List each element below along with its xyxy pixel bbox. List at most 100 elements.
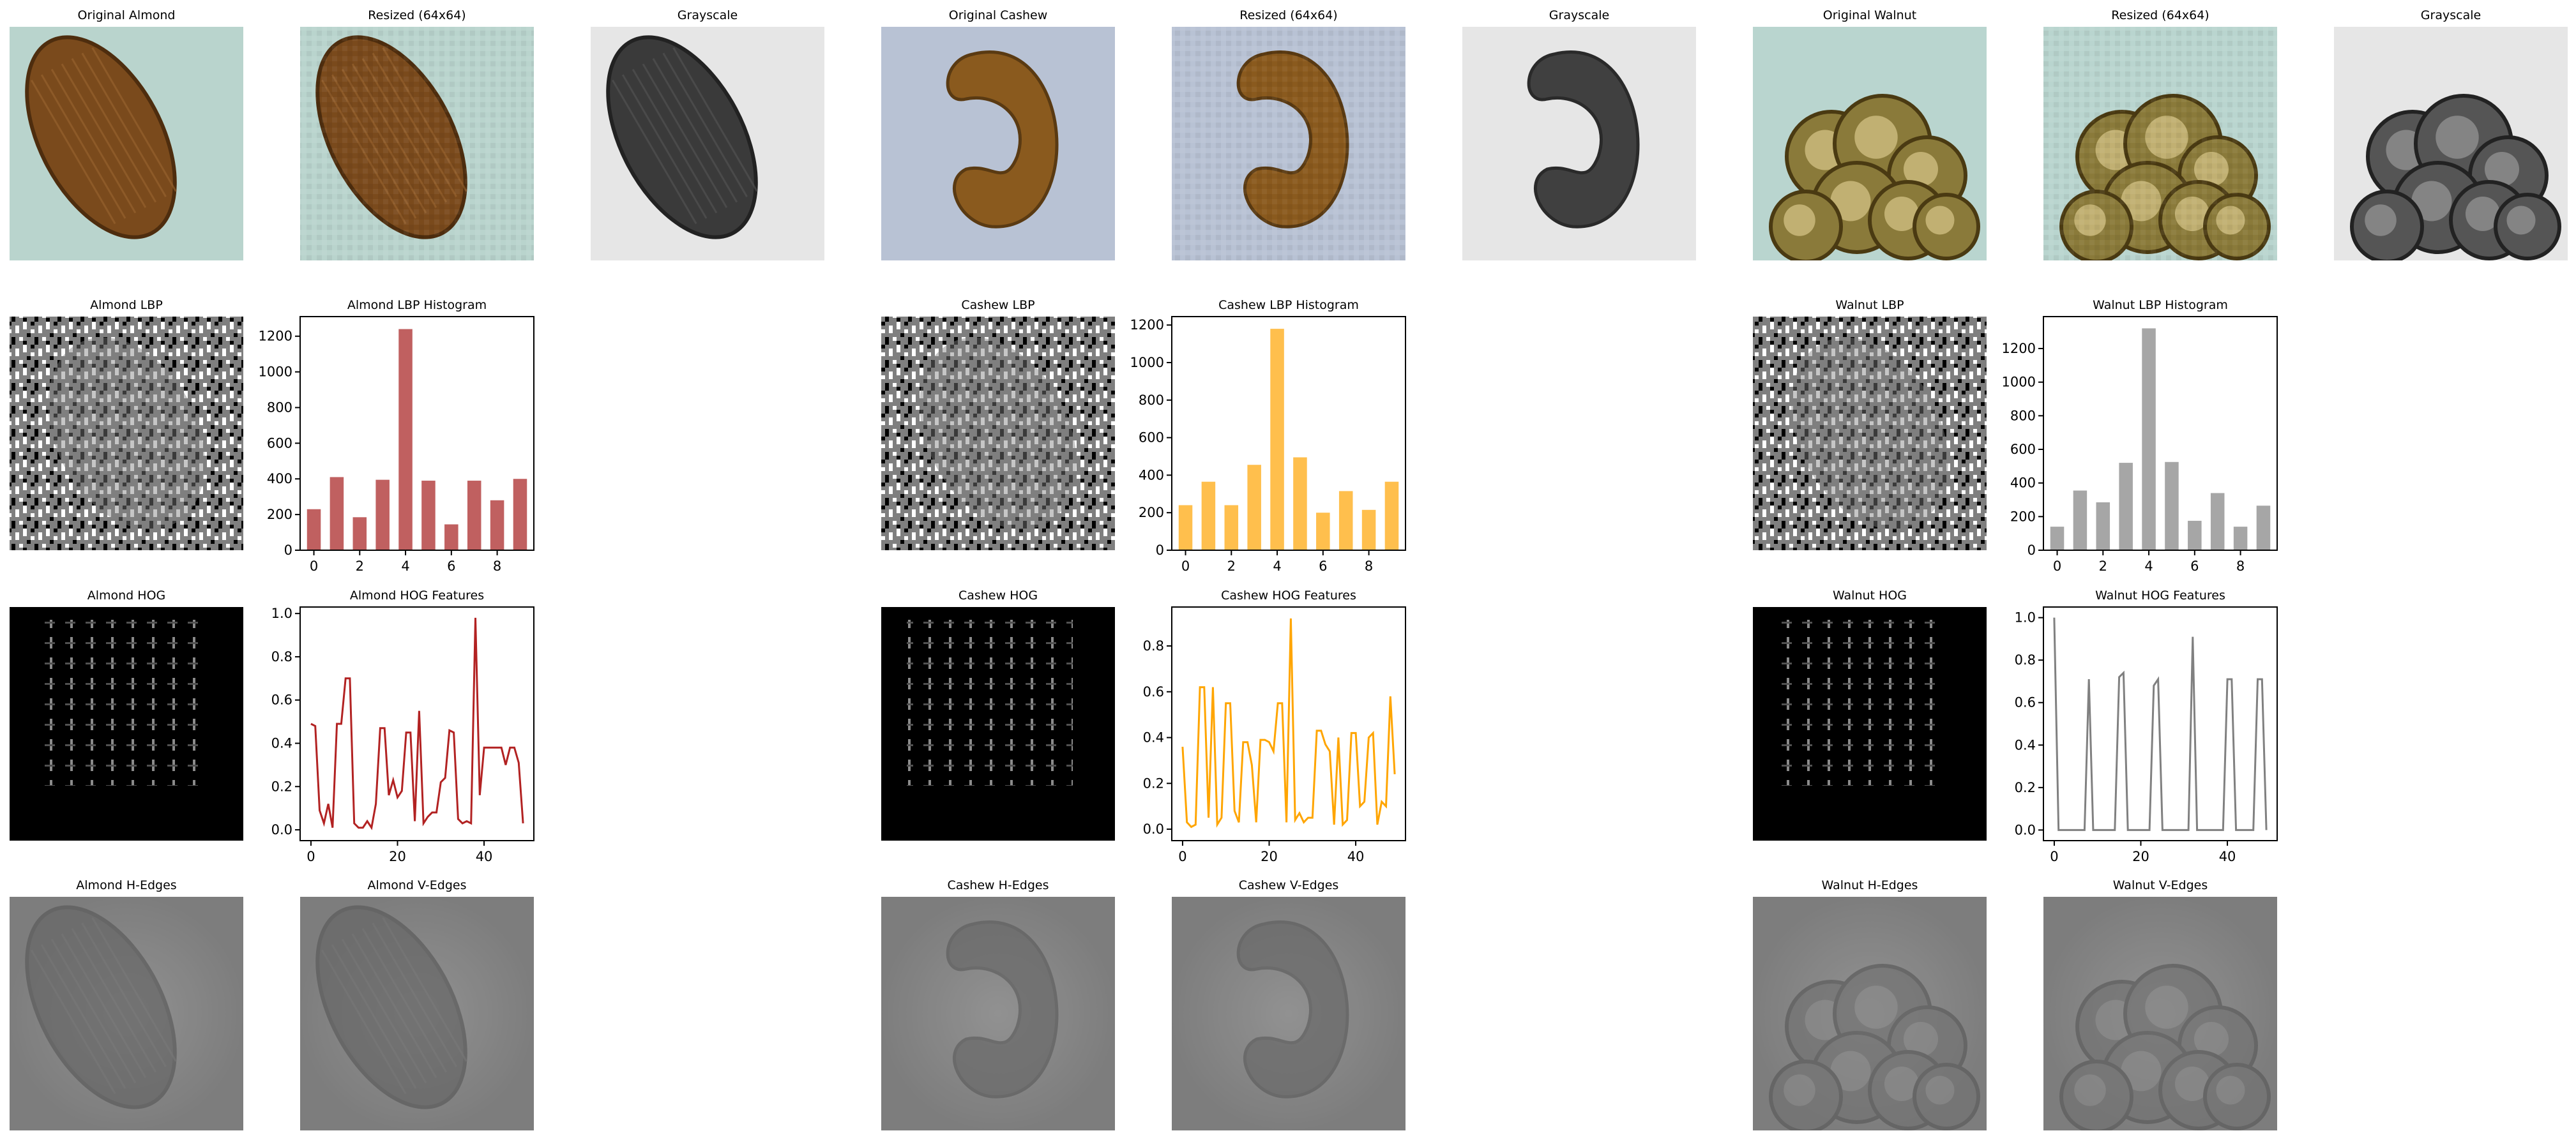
hog-cells [1778,620,1944,786]
pixel-grid [300,27,534,260]
panel-title: Grayscale [1549,8,1609,22]
axes-frame [1171,606,1406,841]
series-line [1181,618,1396,829]
bar [398,329,413,550]
x-tick-label: 4 [2144,559,2153,574]
almond-ridge [50,68,137,214]
cashew-gray-image [1462,27,1696,260]
x-tick-label: 0 [1181,559,1190,574]
panel-title: Almond H-Edges [76,878,176,892]
cashew-lbp-image [881,317,1115,550]
edge-overlay [2043,897,2277,1130]
y-tick-label: 800 [2010,408,2036,423]
y-tick-label: 0.2 [2015,780,2036,795]
pixel-grid [2043,27,2277,260]
almond-ridge [30,79,116,225]
panel-title: Grayscale [678,8,738,22]
y-tick-label: 1.0 [271,606,292,621]
walnut-original-image [1753,27,1987,260]
panel-title: Almond HOG [87,589,166,603]
panel-title: Original Cashew [949,8,1047,22]
almond-original-image [10,27,243,260]
chart-title: Almond LBP Histogram [347,298,487,312]
almond-shape [25,35,177,239]
bar [1293,457,1307,550]
walnut-highlight [1830,181,1871,221]
almond-ridge [642,63,728,208]
walnut-highlight [1784,204,1815,236]
y-tick-label: 0.8 [271,649,292,664]
y-tick-label: 0.8 [1143,638,1164,654]
y-tick-label: 0.2 [271,779,292,794]
bar [375,479,390,550]
x-tick-label: 40 [1347,849,1365,864]
bar [1316,513,1330,550]
walnut-highlight [2411,181,2452,221]
bar [2096,502,2110,550]
chart-title: Almond HOG Features [350,589,484,603]
panel-title: Cashew H-Edges [948,878,1049,892]
series-line [2053,617,2268,831]
y-tick-label: 600 [2010,442,2036,457]
panel-title: Original Walnut [1823,8,1916,22]
y-tick-label: 200 [1139,505,1164,520]
pixel-grid [1172,27,1405,260]
x-tick-label: 2 [1227,559,1236,574]
almond-ridge [672,47,758,192]
x-tick-label: 8 [2236,559,2245,574]
y-tick-label: 1200 [259,329,292,344]
almond-ridge [611,79,697,225]
panel-title: Resized (64x64) [1239,8,1337,22]
almond-ridge [621,74,708,219]
x-tick-label: 4 [401,559,409,574]
panel-title: Resized (64x64) [368,8,466,22]
bar [2142,328,2156,550]
x-tick-label: 4 [1273,559,1281,574]
almond-hog-features: Almond HOG Features 0 20 40 0.0 0.2 0.4 0.6 0.8 1… [271,589,534,864]
walnut-gray-image [2334,27,2568,260]
walnut-highlight [1904,152,1938,186]
edge-overlay [10,897,243,1130]
almond-lbp-image [10,317,243,550]
axes-frame [299,316,534,551]
cashew-hog-features: Cashew HOG Features 0 20 40 0.0 0.2 0.4 0.6 0.8 [1143,589,1406,864]
y-tick-label: 1000 [259,364,292,380]
bar [513,479,527,550]
bar [2188,520,2202,550]
x-tick-label: 6 [1319,559,1327,574]
y-tick-label: 200 [2010,509,2036,524]
y-tick-label: 0.6 [1143,684,1164,700]
x-tick-label: 20 [2132,849,2149,864]
walnut-lbp-image [1753,317,1987,550]
bar [307,509,321,550]
x-tick-label: 0 [310,559,318,574]
lbp-texture [10,317,243,550]
x-tick-label: 6 [447,559,455,574]
lbp-object-region [920,337,1077,530]
series-line [310,617,524,830]
panel-title: Grayscale [2421,8,2481,22]
almond-shape [606,35,758,239]
walnut-resized-image [2043,27,2277,260]
y-tick-label: 0.4 [1143,730,1164,746]
cashew-original-image [881,27,1115,260]
x-tick-label: 2 [356,559,364,574]
walnut-highlight [2485,152,2519,186]
almond-ridge [662,52,748,197]
edge-overlay [300,897,534,1130]
walnut-highlight [1925,206,1955,235]
bar [2050,527,2065,550]
lbp-object-region [1791,337,1948,530]
bar [444,524,458,550]
walnut-highlight [2506,206,2536,235]
bar [2233,527,2248,550]
axes-frame [1171,316,1406,551]
y-tick-label: 0.2 [1143,776,1164,791]
almond-resized-image [300,27,534,260]
hog-cells [35,620,201,786]
y-tick-label: 400 [1139,467,1164,483]
almond-lbp-hist: Almond LBP Histogram 0 2 4 6 8 0 200 400 600 800 10… [259,298,534,574]
walnut-hog-image [1753,607,1987,841]
almond-hog-image [10,607,243,841]
y-tick-label: 600 [1139,430,1164,446]
